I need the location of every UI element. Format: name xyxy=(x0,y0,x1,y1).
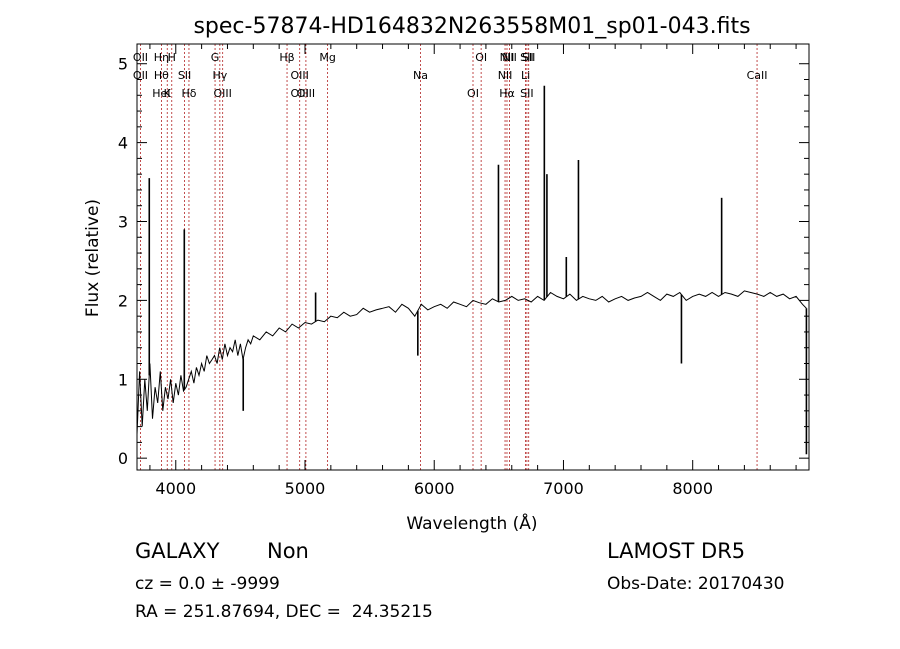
line-label: OII xyxy=(133,69,148,82)
line-label: NII xyxy=(498,69,513,82)
spectrum-layer xyxy=(136,85,808,455)
line-label: OIII xyxy=(297,87,315,100)
line-label: OI xyxy=(475,51,487,64)
line-label: OI xyxy=(467,87,479,100)
line-label: NII xyxy=(500,51,515,64)
redshift-text: cz = 0.0 ± -9999 xyxy=(135,574,280,594)
line-label: SII xyxy=(178,69,191,82)
chart-title: spec-57874-HD164832N263558M01_sp01-043.f… xyxy=(193,14,750,39)
line-label: G xyxy=(211,51,220,64)
y-tick-label: 1 xyxy=(118,370,128,389)
line-label: Mg xyxy=(319,51,335,64)
coordinates-text: RA = 251.87694, DEC = 24.35215 xyxy=(135,602,433,622)
x-tick-label: 6000 xyxy=(414,479,455,498)
y-axis-label: Flux (relative) xyxy=(83,199,103,317)
subclass-label: Non xyxy=(267,539,309,563)
class-label: GALAXY xyxy=(135,539,220,563)
line-label: Hδ xyxy=(181,87,196,100)
line-marker-layer xyxy=(140,44,758,470)
line-label: Hθ xyxy=(154,69,169,82)
line-label: Li xyxy=(521,69,530,82)
y-tick-label: 3 xyxy=(118,213,128,232)
line-label: OIII xyxy=(291,69,309,82)
y-tick-label: 4 xyxy=(118,134,128,153)
line-label: SII xyxy=(522,51,535,64)
line-label: OIII xyxy=(291,87,309,100)
spectrum-line xyxy=(136,290,807,435)
line-label: Hγ xyxy=(212,69,227,82)
axis-ticks: 4000 5000 6000 7000 8000 0 1 2 3 4 5 xyxy=(118,44,809,498)
line-label: OIII xyxy=(213,87,231,100)
line-label: HeI xyxy=(152,87,170,100)
obs-date-text: Obs-Date: 20170430 xyxy=(607,574,785,594)
line-label: OII xyxy=(133,51,148,64)
x-tick-label: 4000 xyxy=(155,479,196,498)
x-tick-label: 7000 xyxy=(543,479,584,498)
line-label: SII xyxy=(520,51,533,64)
y-tick-label: 0 xyxy=(118,449,128,468)
y-tick-label: 2 xyxy=(118,291,128,310)
line-label: Hα xyxy=(499,87,515,100)
line-label: Hβ xyxy=(279,51,294,64)
x-axis-label: Wavelength (Å) xyxy=(406,512,537,534)
line-label: Na xyxy=(413,69,428,82)
line-label: NII xyxy=(502,51,517,64)
line-label: SII xyxy=(520,87,533,100)
survey-label: LAMOST DR5 xyxy=(607,539,746,563)
line-label: K xyxy=(164,87,172,100)
y-tick-label: 5 xyxy=(118,55,128,74)
line-label: CaII xyxy=(747,69,768,82)
line-label: Hη xyxy=(154,51,169,64)
x-tick-label: 5000 xyxy=(285,479,326,498)
x-tick-label: 8000 xyxy=(672,479,713,498)
line-label: H xyxy=(168,51,176,64)
plot-frame xyxy=(136,43,810,471)
